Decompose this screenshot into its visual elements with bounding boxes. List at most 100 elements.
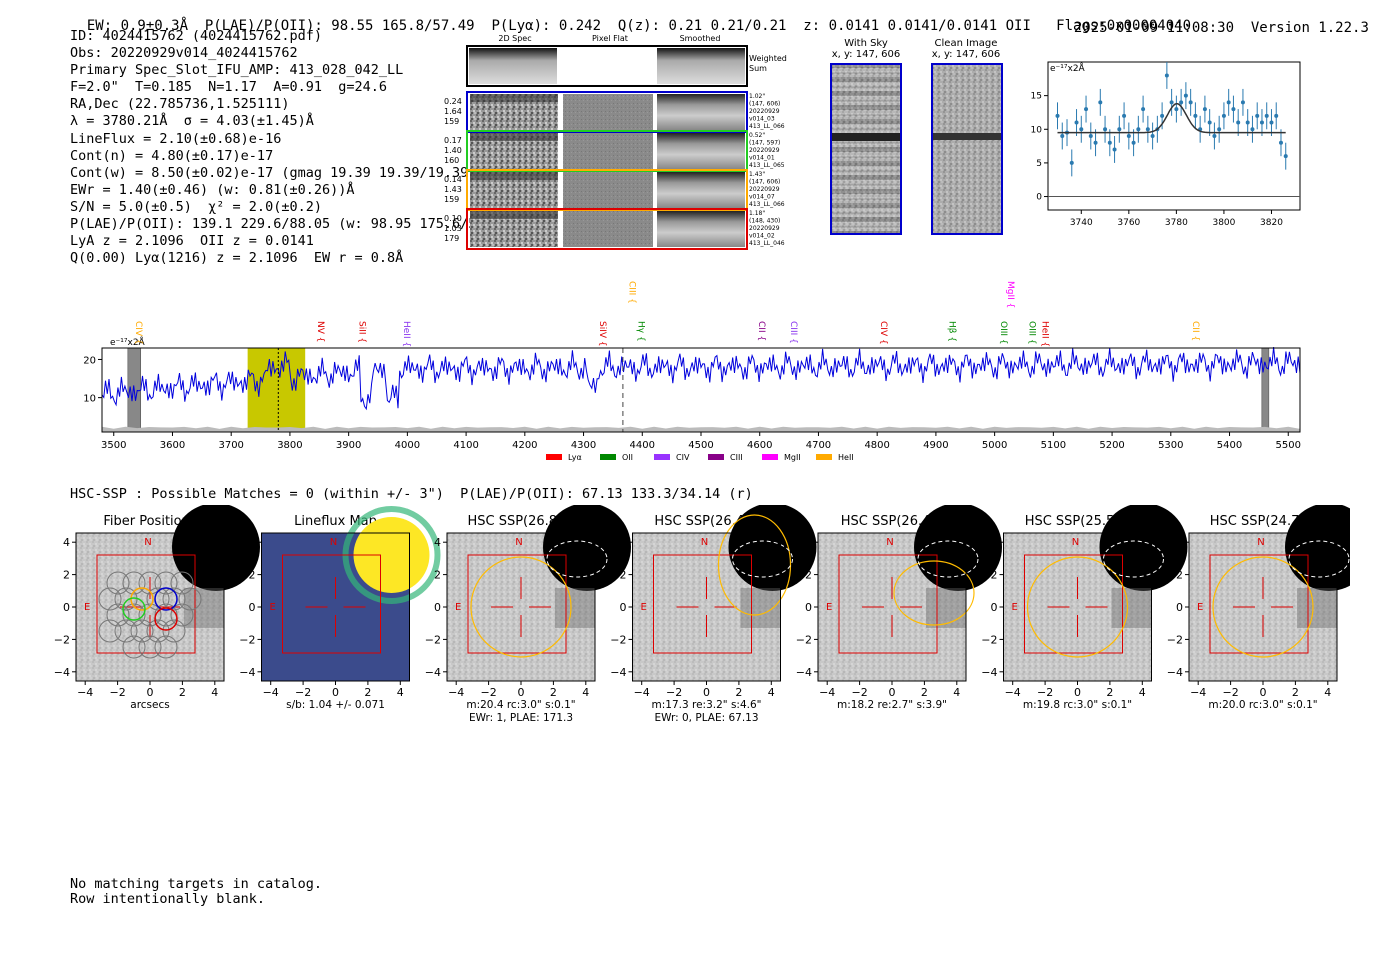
x-tick-label: 0: [703, 686, 710, 699]
row-stat-label: 0.17: [444, 136, 462, 145]
emission-line-label: NV {: [315, 321, 325, 342]
y-tick-label: −4: [610, 666, 626, 679]
info-line: ID: 4024415762 (4024415762.pdf): [70, 28, 322, 44]
aperture-box: [653, 554, 752, 654]
header-summary: EW: 0.9±0.3Å P(LAE)/P(OII): 98.55 165.8/…: [70, 2, 1191, 34]
panel-frame: [261, 532, 410, 682]
row-stat-label: 1.64: [444, 107, 462, 116]
emission-line-label: CII {: [756, 321, 766, 341]
panel-title: Fiber Positions: [103, 514, 196, 529]
y-tick-label: −4: [425, 666, 441, 679]
emission-line-name: SiII {: [356, 321, 366, 343]
fiber-circle: [170, 603, 194, 627]
gaussian-fit: [1057, 102, 1286, 134]
panel-caption: s/b: 1.04 +/- 0.071: [286, 699, 385, 711]
y-tick-label: −2: [796, 633, 812, 646]
fiber-circle: [178, 587, 202, 611]
data-point: [1255, 113, 1260, 118]
x-tick-label: 4800: [864, 440, 889, 451]
aperture-ellipse: [893, 560, 975, 626]
panel-title: HSC SSP(25.5) z: [1025, 514, 1131, 529]
x-tick-label: −4: [634, 686, 650, 699]
emission-line-name: CII {: [1190, 321, 1200, 341]
masked-region: [1261, 347, 1270, 433]
x-tick-label: 4: [768, 686, 775, 699]
x-tick-label: −2: [1037, 686, 1053, 699]
fiber-circle: [98, 587, 122, 611]
catalog-ellipse: [1103, 540, 1164, 578]
x-tick-label: 4: [582, 686, 589, 699]
x-tick-label: 0: [1260, 686, 1267, 699]
bright-source: [1099, 505, 1188, 591]
info-line: RA,Dec (22.785736,1.525111): [70, 96, 290, 113]
aperture-box: [467, 554, 567, 654]
source-halo: [740, 588, 781, 628]
data-point: [1193, 113, 1198, 118]
emission-line-label: MgII {: [1005, 281, 1015, 308]
fiber-circle: [106, 571, 130, 595]
emission-line-name: CIV {: [878, 321, 888, 345]
x-tick-label: 2: [1292, 686, 1299, 699]
fiber-circle: [122, 635, 146, 659]
legend-label: Lyα: [568, 453, 582, 462]
y-tick-label: 15: [1031, 92, 1042, 102]
header-timestamp: 2025-01-09 11:08:30 Version 1.22.3: [1057, 4, 1369, 36]
col-header: 2D Spec: [498, 34, 531, 43]
data-point: [1055, 113, 1060, 118]
x-tick-label: 3900: [336, 440, 361, 451]
y-tick-label: 4: [63, 536, 70, 549]
noise-floor: [102, 426, 1300, 432]
panel-frame: [632, 532, 781, 682]
row-stat-label: 0.24: [444, 97, 462, 106]
x-tick-label: 4: [211, 686, 218, 699]
y-tick-label: 0: [1036, 193, 1042, 203]
data-point: [1126, 134, 1131, 138]
row-meta-label: 20220929: [749, 147, 780, 154]
data-point: [1188, 100, 1193, 105]
east-label: E: [1197, 602, 1203, 613]
x-tick-label: 4: [1324, 686, 1331, 699]
version: Version 1.22.3: [1250, 20, 1369, 36]
aperture-box: [96, 554, 196, 654]
north-label: N: [886, 537, 893, 548]
panel-caption: arcsecs: [130, 699, 169, 711]
north-label: N: [1072, 537, 1079, 548]
info-line: S/N = 5.0(±0.5) χ² = 2.0(±0.2): [70, 198, 322, 215]
y-tick-label: −2: [425, 633, 441, 646]
bright-source: [543, 505, 631, 591]
bright-source: [172, 505, 260, 591]
cutout-2d-band: [470, 172, 558, 180]
x-tick-label: 3760: [1117, 218, 1140, 228]
panel-caption: m:20.0 rc:3.0" s:0.1": [1208, 699, 1317, 711]
y-tick-label: 2: [434, 569, 441, 582]
x-tick-label: 3500: [101, 440, 126, 451]
row-meta-label: 20220929: [749, 108, 780, 115]
north-label: N: [515, 537, 522, 548]
x-tick-label: 0: [1074, 686, 1081, 699]
aperture-ellipse: [1026, 556, 1129, 658]
legend-swatch: [546, 454, 562, 460]
x-tick-label: 4: [397, 686, 404, 699]
cutout-pixel-flat: [563, 172, 653, 208]
panel-frame: [446, 532, 596, 682]
clean-image-title: Clean Image x, y: 147, 606: [931, 38, 1001, 60]
data-point: [1259, 120, 1264, 125]
y-tick-label: −2: [981, 633, 997, 646]
y-tick-label: 0: [249, 601, 256, 614]
fiber-highlight: [154, 587, 178, 611]
y-tick-label: 5: [1036, 159, 1042, 169]
x-tick-label: 3780: [1165, 218, 1188, 228]
fiber-highlight: [122, 597, 146, 621]
bright-source: [914, 505, 1002, 591]
info-line: Cont(n) = 4.80(±0.17)e-17: [70, 147, 274, 164]
x-tick-label: 4700: [806, 440, 831, 451]
fiber-circle: [154, 571, 178, 595]
cutout-smoothed: [657, 133, 745, 169]
emission-line-label: CIV {: [878, 321, 888, 345]
x-tick-label: 5000: [982, 440, 1007, 451]
y-tick-label: 10: [1031, 125, 1043, 135]
data-point: [1098, 100, 1103, 105]
cutout-smoothed: [657, 172, 745, 208]
hsc-panel: HSC SSP(24.7) y N E −4 −4 −2 −2 0 0 2 2 4 4 m:20.0 rc…: [1167, 505, 1350, 711]
emission-line-name: NV {: [315, 321, 325, 342]
